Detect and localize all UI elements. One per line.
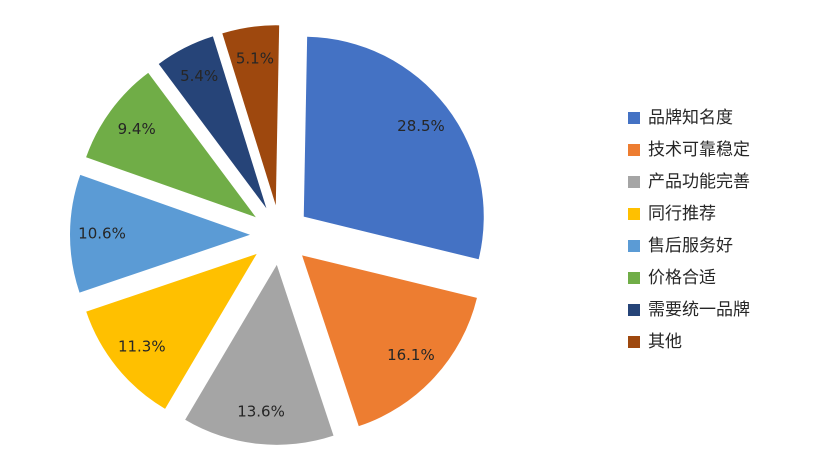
slice-percent-label: 5.4% (180, 67, 218, 85)
legend-label: 需要统一品牌 (648, 300, 750, 320)
legend-label: 产品功能完善 (648, 172, 750, 192)
legend-swatch (628, 208, 640, 220)
legend-label: 价格合适 (648, 268, 716, 288)
slice-percent-label: 11.3% (118, 338, 166, 356)
pie-slice-8 (222, 25, 280, 206)
legend-swatch (628, 240, 640, 252)
pie-slice-3 (185, 264, 334, 445)
legend-swatch (628, 336, 640, 348)
pie-slice-6 (86, 72, 256, 218)
legend-swatch (628, 272, 640, 284)
legend-label: 技术可靠稳定 (648, 140, 750, 160)
pie-slices (70, 25, 484, 445)
legend-label: 其他 (648, 332, 682, 352)
pie-slice-1 (303, 36, 484, 260)
pie-slice-4 (86, 253, 257, 409)
legend-swatch (628, 112, 640, 124)
slice-percent-label: 16.1% (387, 346, 435, 364)
pie-slice-5 (70, 174, 251, 293)
pie-slice-7 (158, 36, 267, 209)
slice-percent-label: 28.5% (397, 117, 445, 135)
pie-slice-2 (302, 255, 477, 427)
legend-label: 售后服务好 (648, 236, 733, 256)
slice-percent-label: 10.6% (78, 224, 126, 242)
slice-percent-label: 9.4% (118, 120, 156, 138)
legend-swatch (628, 176, 640, 188)
legend-swatch (628, 144, 640, 156)
pie-labels: 28.5% 16.1% 13.6% 11.3% 10.6% 9.4% 5.4% 5.1% (78, 49, 445, 420)
slice-percent-label: 13.6% (237, 402, 285, 420)
legend-swatch (628, 304, 640, 316)
legend-label: 同行推荐 (648, 204, 716, 224)
slice-percent-label: 5.1% (236, 49, 274, 67)
legend-label: 品牌知名度 (648, 108, 733, 128)
